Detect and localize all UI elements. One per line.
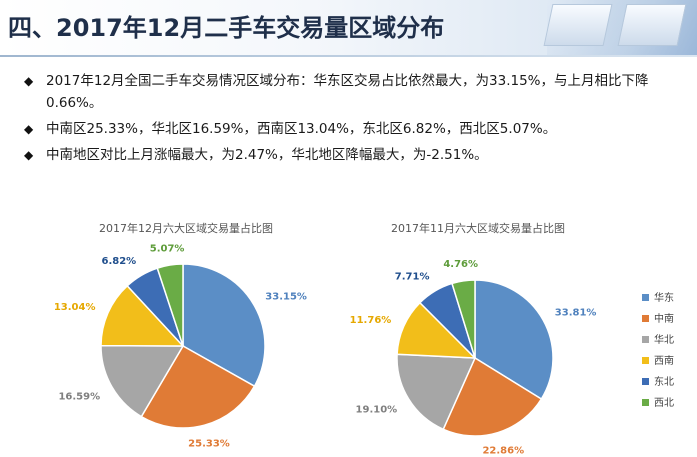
- data-label-西北: 4.76%: [443, 259, 478, 270]
- pie-slice-中南: [140, 344, 256, 429]
- legend-swatch-华东: [642, 294, 649, 301]
- legend-label-东北: 东北: [654, 375, 674, 388]
- diamond-bullet-icon: ◆: [24, 74, 34, 88]
- legend-label-华北: 华北: [654, 333, 674, 346]
- pie-slice-西北: [156, 263, 184, 347]
- legend-label-西南: 西南: [654, 354, 674, 367]
- pie-slice-华北: [396, 353, 477, 431]
- data-label-西南: 13.04%: [54, 302, 96, 313]
- legend-swatch-东北: [642, 378, 649, 385]
- bullet-item: ◆ 中南地区对比上月涨幅最大，为2.47%，华北地区降幅最大，为-2.51%。: [24, 144, 664, 166]
- title-divider: [0, 55, 697, 57]
- page-title: 四、2017年12月二手车交易量区域分布: [8, 14, 445, 42]
- bullet-text: 中南区25.33%，华北区16.59%，西南区13.04%，东北区6.82%，西…: [46, 121, 557, 137]
- pie-slice-西北: [451, 279, 476, 359]
- chart-title: 2017年12月六大区域交易量占比图: [99, 221, 273, 235]
- legend-swatch-中南: [642, 315, 649, 322]
- bullet-text: 中南地区对比上月涨幅最大，为2.47%，华北地区降幅最大，为-2.51%。: [46, 147, 488, 163]
- data-label-华北: 19.10%: [356, 404, 398, 415]
- legend-swatch-华北: [642, 336, 649, 343]
- legend-label-西北: 西北: [654, 397, 674, 409]
- legend-swatch-西北: [642, 399, 649, 406]
- data-label-西南: 11.76%: [350, 315, 392, 326]
- pie-slice-西南: [100, 284, 185, 347]
- data-label-华东: 33.81%: [555, 307, 597, 318]
- data-label-东北: 6.82%: [101, 256, 136, 267]
- bullet-item: ◆ 2017年12月全国二手车交易情况区域分布：华东区交易占比依然最大，为33.…: [24, 70, 664, 114]
- data-label-华北: 16.59%: [58, 391, 100, 402]
- data-label-东北: 7.71%: [395, 272, 430, 283]
- summary-bullets: ◆ 2017年12月全国二手车交易情况区域分布：华东区交易占比依然最大，为33.…: [24, 70, 664, 170]
- diamond-bullet-icon: ◆: [24, 148, 34, 162]
- data-label-西北: 5.07%: [150, 243, 185, 254]
- data-label-华东: 33.15%: [265, 292, 307, 303]
- header-banner: 四、2017年12月二手车交易量区域分布: [0, 0, 697, 55]
- chart-title: 2017年11月六大区域交易量占比图: [391, 221, 565, 235]
- diamond-bullet-icon: ◆: [24, 122, 34, 136]
- bullet-text: 2017年12月全国二手车交易情况区域分布：华东区交易占比依然最大，为33.15…: [46, 73, 649, 111]
- pie-slice-华东: [182, 263, 266, 388]
- data-label-中南: 25.33%: [188, 439, 230, 450]
- legend-swatch-西南: [642, 357, 649, 364]
- pie-chart-nov-2017: 33.81% 22.86% 19.10% 11.76% 7.71% 4.76%: [350, 259, 597, 457]
- pie-slice-中南: [442, 356, 543, 437]
- bullet-item: ◆ 中南区25.33%，华北区16.59%，西南区13.04%，东北区6.82%…: [24, 118, 664, 140]
- pie-slice-华北: [100, 344, 185, 418]
- legend-label-中南: 中南: [654, 312, 674, 325]
- pie-chart-dec-2017: 33.15% 25.33% 16.59% 13.04% 6.82% 5.07%: [54, 243, 307, 449]
- legend-label-华东: 华东: [654, 291, 674, 304]
- data-label-中南: 22.86%: [482, 446, 524, 457]
